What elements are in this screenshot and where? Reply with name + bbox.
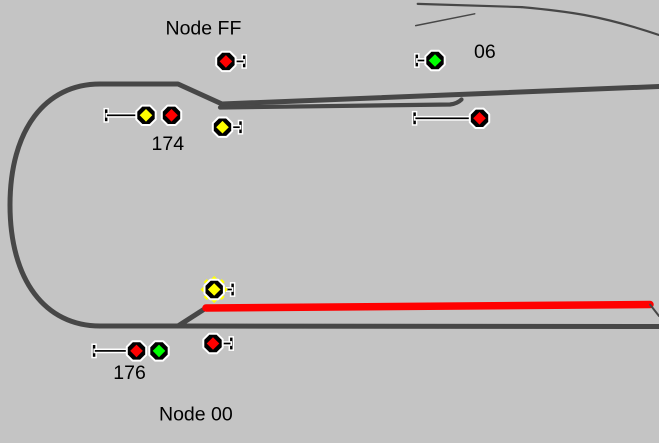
svg-text:Node FF: Node FF	[166, 18, 242, 40]
svg-text:176: 176	[113, 362, 146, 384]
svg-text:Node 00: Node 00	[159, 404, 233, 426]
svg-text:06: 06	[474, 41, 496, 63]
svg-text:174: 174	[152, 133, 185, 155]
